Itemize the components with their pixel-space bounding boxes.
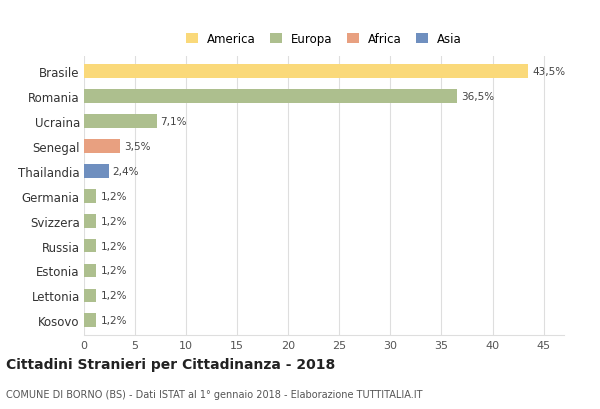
- Text: 1,2%: 1,2%: [100, 241, 127, 251]
- Bar: [84, 90, 457, 104]
- Text: 1,2%: 1,2%: [100, 266, 127, 276]
- Text: 1,2%: 1,2%: [100, 216, 127, 226]
- Text: Cittadini Stranieri per Cittadinanza - 2018: Cittadini Stranieri per Cittadinanza - 2…: [6, 357, 335, 371]
- Text: 3,5%: 3,5%: [124, 142, 151, 152]
- Legend: America, Europa, Africa, Asia: America, Europa, Africa, Asia: [186, 33, 462, 46]
- Bar: [84, 165, 109, 178]
- Bar: [84, 214, 96, 228]
- Bar: [84, 239, 96, 253]
- Text: COMUNE DI BORNO (BS) - Dati ISTAT al 1° gennaio 2018 - Elaborazione TUTTITALIA.I: COMUNE DI BORNO (BS) - Dati ISTAT al 1° …: [6, 389, 422, 399]
- Bar: [84, 115, 157, 129]
- Bar: [84, 264, 96, 278]
- Text: 1,2%: 1,2%: [100, 291, 127, 301]
- Text: 43,5%: 43,5%: [532, 67, 565, 77]
- Text: 2,4%: 2,4%: [113, 166, 139, 176]
- Text: 1,2%: 1,2%: [100, 315, 127, 326]
- Bar: [84, 314, 96, 327]
- Text: 7,1%: 7,1%: [161, 117, 187, 127]
- Bar: [84, 140, 120, 153]
- Text: 1,2%: 1,2%: [100, 191, 127, 201]
- Bar: [84, 65, 528, 79]
- Text: 36,5%: 36,5%: [461, 92, 494, 102]
- Bar: [84, 289, 96, 303]
- Bar: [84, 189, 96, 203]
